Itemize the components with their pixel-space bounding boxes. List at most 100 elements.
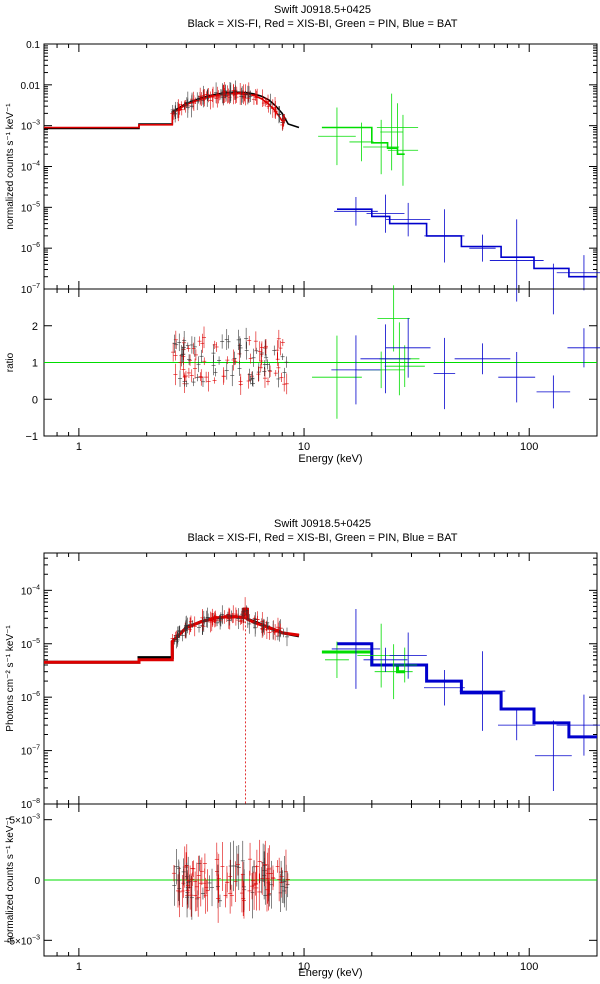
plot-frame [43,43,598,290]
chart-title: Swift J0918.5+0425 [274,518,371,530]
xis-data-point [172,634,177,645]
data-point-bat [498,351,536,403]
chart-title: Swift J0918.5+0425 [274,4,371,16]
xis-data-point [236,845,241,891]
xis-data-point [261,843,266,883]
xis-data-point [236,608,241,630]
xis-data-point [268,365,273,377]
y-tick-label-base: 10 [21,693,33,704]
xis-data-point [213,368,218,377]
y-tick-label-base: 0.01 [21,81,41,92]
xis-data-point [201,610,206,633]
chart-subtitle: Black = XIS-FI, Red = XIS-BI, Green = PI… [187,18,457,30]
xis-data-point [179,104,184,116]
xis-data-point [267,625,272,640]
xis-data-point [170,104,175,115]
data-point-pin-data [374,644,413,700]
y-tick-label-base: 0.1 [26,40,40,51]
xis-data-point [216,853,221,903]
xis-data-point [217,356,222,365]
xis-data-point [230,365,235,387]
xis-data-point [271,620,276,640]
xis-data-point [180,629,185,642]
xis-data-point [184,619,189,631]
data-point-pin-data [380,93,404,171]
xis-data-point [279,372,284,382]
xis-data-point [202,616,207,625]
xis-data-point [204,610,209,628]
xis-data-point [193,349,198,361]
xis-data-point [179,101,184,109]
xis-data-point [188,617,193,633]
xis-data-point [189,369,194,382]
xis-data-point [188,354,193,366]
xis-data-point [204,880,209,895]
y-tick-label: −1 [25,431,38,443]
xis-data-point [280,353,285,361]
xis-data-point [275,352,280,367]
xis-data-point [255,88,260,105]
xis-data-point [182,100,187,111]
xis-data-point [278,623,283,633]
xis-data-point [197,622,202,633]
y-tick-label: 10−3 [21,120,40,133]
xis-data-point [251,93,256,105]
xis-data-point [241,613,246,631]
xis-data-point [221,367,226,385]
y-tick-label-base: 0 [34,876,40,887]
y-tick-label: 10−7 [21,745,40,758]
xis-data-point [210,608,215,628]
xis-data-point [180,874,185,908]
xis-data-point [229,884,234,907]
xis-data-point [190,92,195,109]
xis-data-point [175,631,180,644]
xis-data-point [227,615,232,626]
y-tick-label: 10−5 [21,201,40,214]
xis-data-point [200,376,205,388]
y-tick-label-exponent: −8 [32,798,40,805]
xis-data-point [182,102,187,110]
xis-data-point [195,373,200,382]
xis-data-point [246,373,251,389]
xis-data-point [264,620,269,639]
data-point-bat-data [469,234,496,262]
panel-top-ratio: ratio Energy (keV) 1 10 100 −1 0 1 2 [5,285,600,465]
y-tick-label-base: 10 [21,163,33,174]
xis-data-point [210,88,215,102]
y-tick-label-base: 10 [21,285,33,296]
xis-data-point [282,376,287,392]
x-tick-label: 10 [298,441,310,453]
data-point-bat-data [534,720,572,792]
xis-data-point [285,873,290,886]
xis-data-point [275,617,280,637]
y-tick-label: 0.01 [21,81,41,92]
y-axis-label: Photons cm⁻² s⁻¹ keV⁻¹ [5,625,16,732]
xis-data-point [280,339,285,347]
model-line-bat-model [337,208,597,278]
xis-data-point [231,605,236,623]
xis-data-point [247,870,252,912]
xis-data-point [276,329,281,348]
xis-data-point [244,341,249,360]
xis-data-point [186,367,191,379]
xis-data-point [256,363,261,381]
xis-data-point [178,370,183,387]
data-point-bat-data [366,194,405,233]
xis-data-point [263,886,268,905]
xis-data-point [250,380,255,387]
y-tick-label: 2 [32,321,38,333]
xis-data-point [238,338,243,358]
xis-data-point [251,348,256,367]
xis-data-point [257,341,262,362]
xis-data-point [175,626,180,645]
data-point-bat [331,335,381,405]
y-tick-label-exponent: −7 [32,745,40,752]
xis-data-point [241,607,246,616]
xis-data-point [277,106,282,123]
xis-data-point [202,326,207,349]
x-tick-label: 100 [520,961,538,973]
data-point-bat-data [363,647,408,672]
xis-data-point [257,839,262,884]
xis-data-point [277,629,282,636]
